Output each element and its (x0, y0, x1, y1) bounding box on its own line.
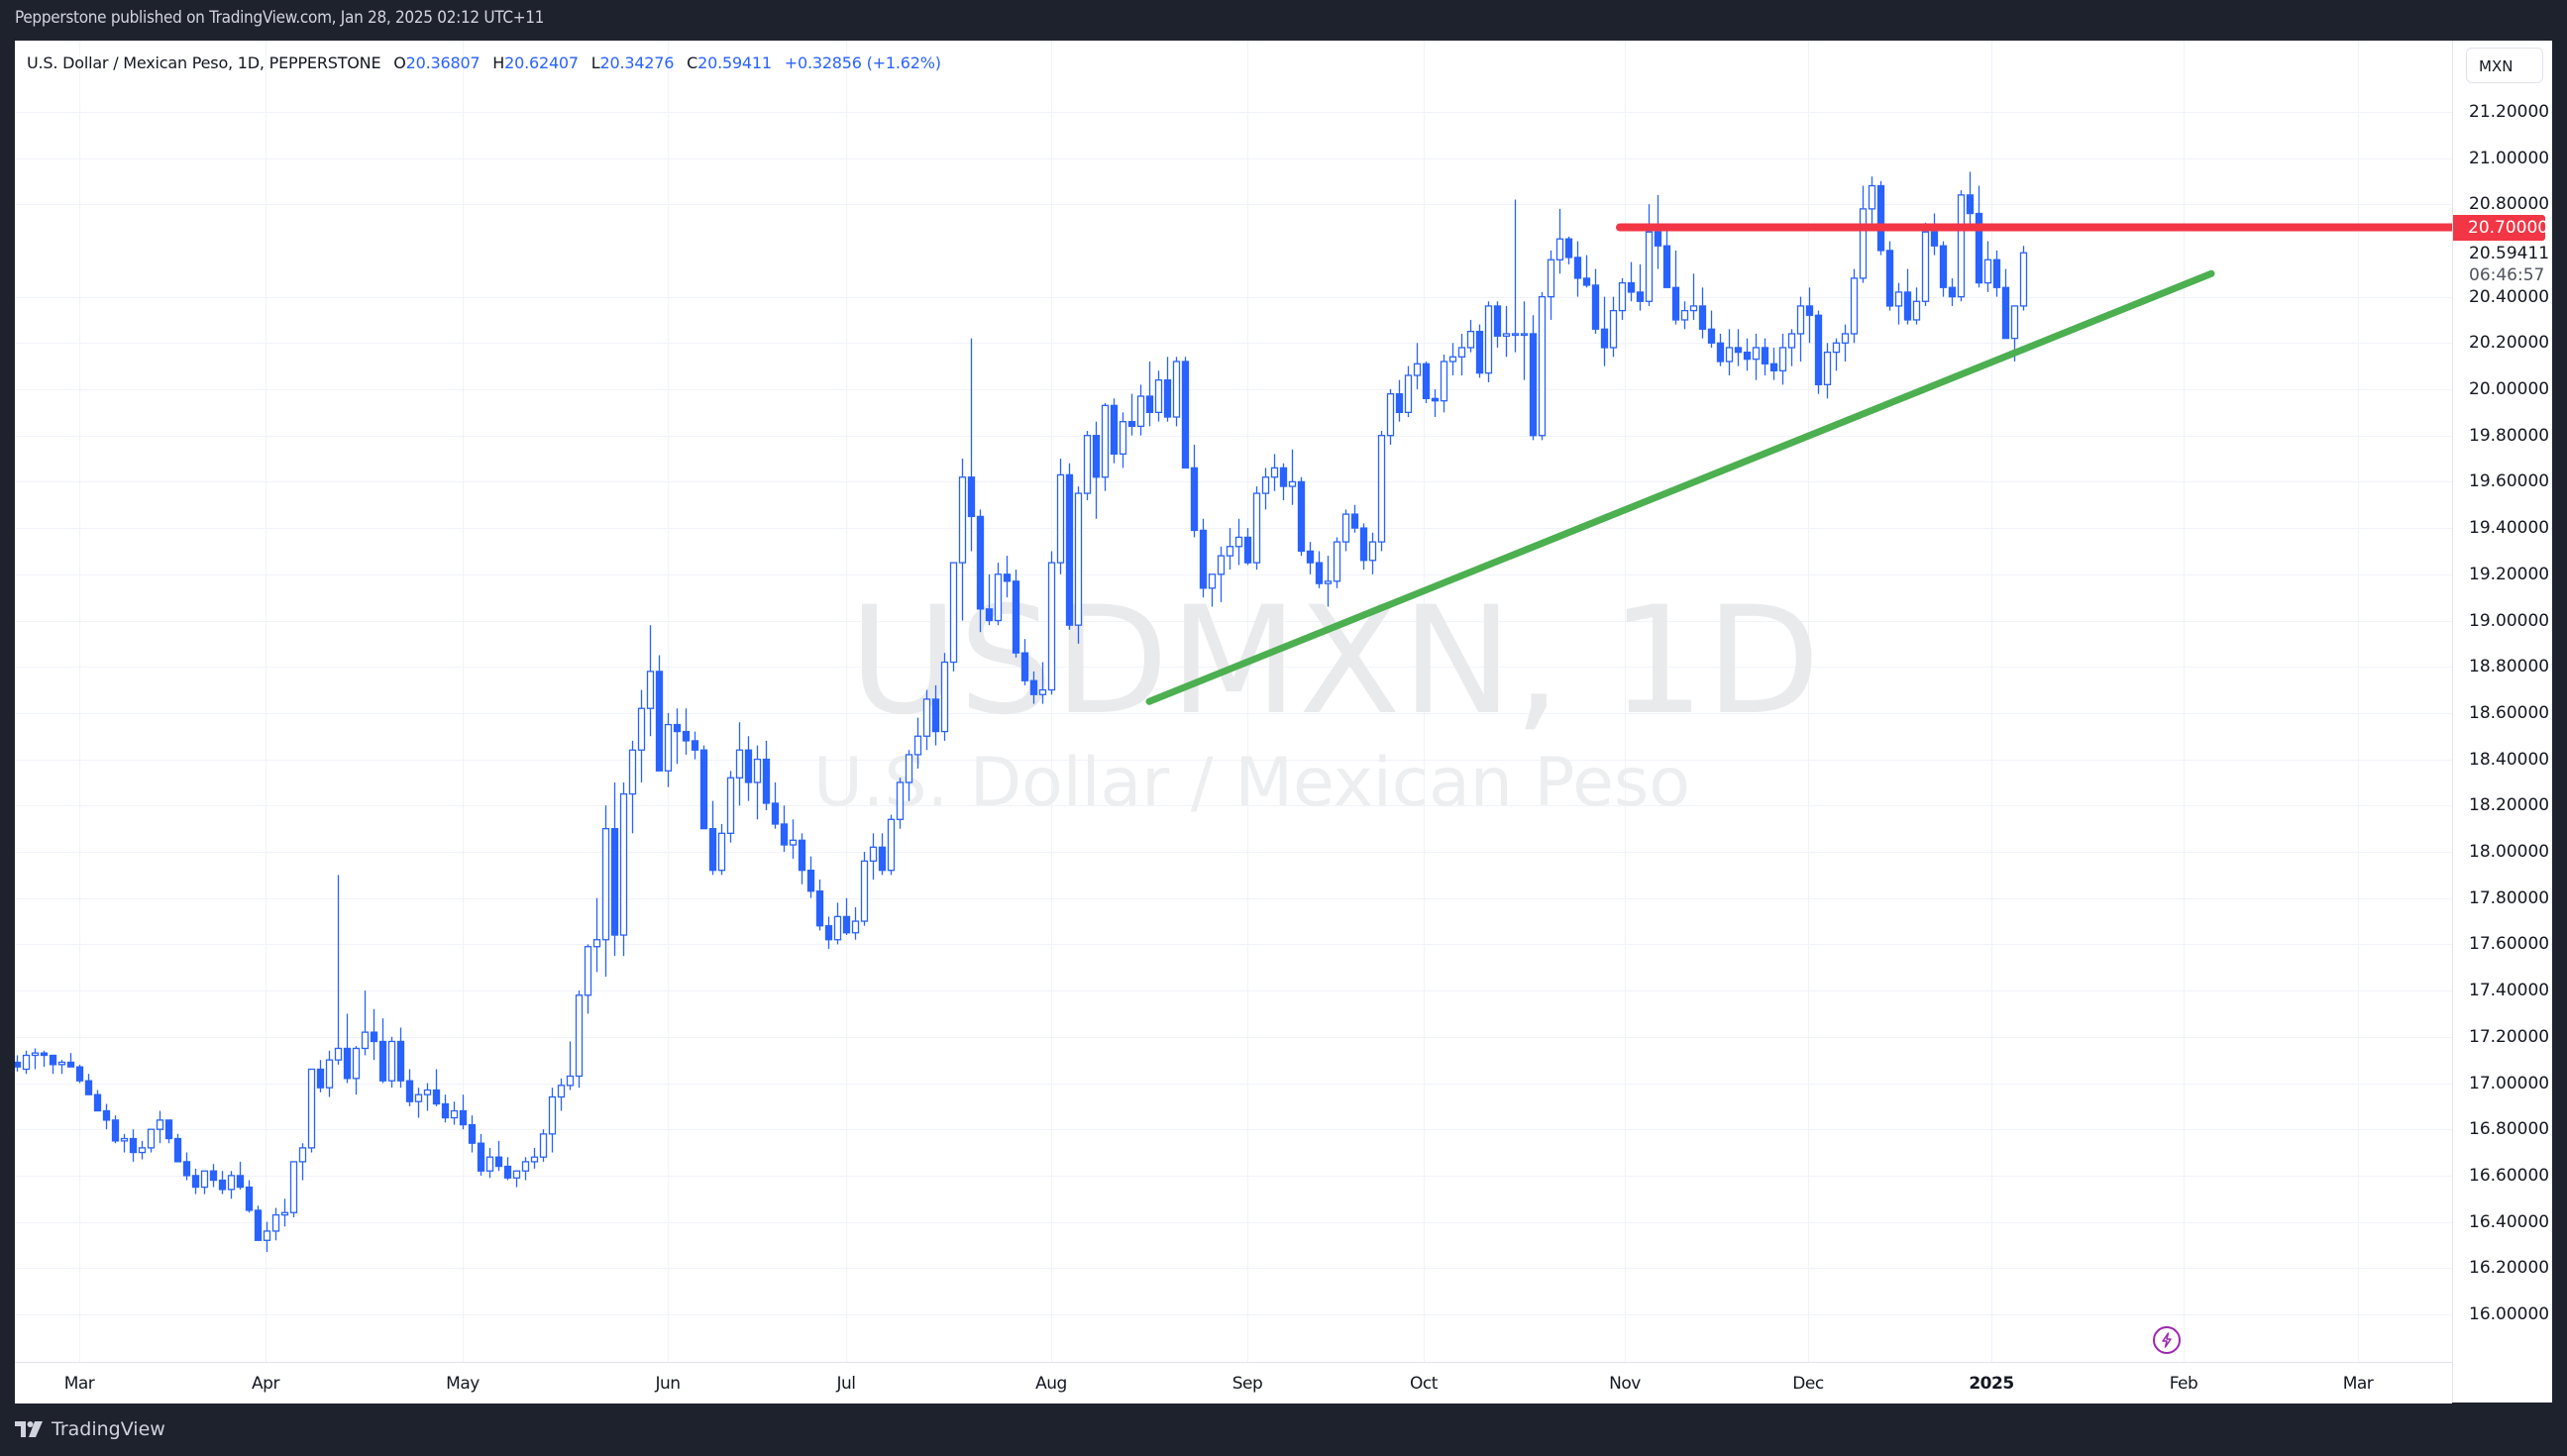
price-tick: 18.20000 (2469, 795, 2550, 816)
price-tick: 20.00000 (2469, 379, 2550, 399)
close-label: C (687, 53, 698, 72)
price-tick: 19.00000 (2469, 610, 2550, 631)
price-tick: 19.20000 (2469, 564, 2550, 584)
symbol-legend[interactable]: U.S. Dollar / Mexican Peso, 1D, PEPPERST… (27, 53, 941, 72)
high-value: 20.62407 (504, 53, 579, 72)
price-tick: 18.00000 (2469, 842, 2550, 862)
currency-button[interactable]: MXN (2466, 48, 2543, 83)
price-tick: 19.60000 (2469, 471, 2550, 492)
price-tick: 16.80000 (2469, 1119, 2550, 1140)
low-label: L (590, 53, 600, 72)
open-value: 20.36807 (405, 53, 481, 72)
price-tick: 18.60000 (2469, 702, 2550, 723)
time-label: Feb (2169, 1374, 2198, 1394)
time-label: 2025 (1969, 1374, 2014, 1394)
chart-plot-area[interactable]: USDMXN, 1D U.S. Dollar / Mexican Peso U.… (15, 41, 2452, 1362)
price-tick: 20.80000 (2469, 194, 2550, 215)
time-label: Oct (1410, 1374, 1438, 1394)
time-label: Apr (252, 1374, 279, 1394)
time-label: Sep (1231, 1374, 1263, 1394)
time-axis[interactable]: Mar Apr May Jun Jul Aug Sep Oct Nov Dec 2025 Feb Mar (15, 1362, 2452, 1404)
time-label: Mar (2342, 1374, 2374, 1394)
tradingview-logo-icon (15, 1421, 43, 1437)
last-price-label: 20.59411 (2469, 244, 2550, 264)
footer-brand[interactable]: TradingView (15, 1414, 165, 1444)
price-tick: 19.40000 (2469, 518, 2550, 539)
price-tick: 17.80000 (2469, 887, 2550, 908)
time-label: Nov (1609, 1374, 1641, 1394)
price-tick: 17.00000 (2469, 1073, 2550, 1093)
close-value: 20.59411 (697, 53, 772, 72)
price-tick: 17.60000 (2469, 934, 2550, 955)
time-label: Mar (63, 1374, 95, 1394)
high-label: H (492, 53, 505, 72)
price-axis[interactable]: MXN 21.20000 21.00000 20.80000 20.40000 20.2… (2452, 41, 2552, 1403)
price-tick: 18.80000 (2469, 657, 2550, 677)
chart-grid (15, 41, 2452, 1362)
price-tick: 18.40000 (2469, 749, 2550, 770)
price-tick: 20.40000 (2469, 286, 2550, 307)
price-tick: 21.20000 (2469, 101, 2550, 122)
publisher-line: Pepperstone published on TradingView.com… (15, 8, 545, 28)
price-tick: 16.00000 (2469, 1304, 2550, 1324)
time-label: Jun (655, 1374, 681, 1394)
symbol-title: U.S. Dollar / Mexican Peso, 1D, PEPPERST… (27, 53, 381, 72)
watermark-description: U.S. Dollar / Mexican Peso (813, 744, 1690, 822)
price-tick: 20.20000 (2469, 333, 2550, 354)
price-tick: 16.40000 (2469, 1211, 2550, 1232)
change-value: +0.32856 (+1.62%) (784, 53, 941, 72)
price-tick: 16.60000 (2469, 1165, 2550, 1186)
time-label: Dec (1792, 1374, 1824, 1394)
price-tick: 17.40000 (2469, 981, 2550, 1001)
price-tick: 21.00000 (2469, 148, 2550, 168)
watermark-symbol: USDMXN, 1D (849, 575, 1822, 748)
horizontal-line-price-badge: 20.70000 (2453, 214, 2548, 241)
bar-countdown: 06:46:57 (2469, 265, 2545, 286)
chart-frame: USDMXN, 1D U.S. Dollar / Mexican Peso U.… (15, 41, 2552, 1404)
price-tick: 17.20000 (2469, 1026, 2550, 1047)
open-label: O (393, 53, 406, 72)
time-label: Aug (1035, 1374, 1067, 1394)
price-tick: 16.20000 (2469, 1258, 2550, 1279)
low-value: 20.34276 (599, 53, 675, 72)
candlestick-series (15, 171, 2452, 1252)
events-lightning-icon[interactable] (2153, 1326, 2181, 1354)
time-label: May (446, 1374, 480, 1394)
price-tick: 19.80000 (2469, 425, 2550, 446)
brand-name: TradingView (52, 1418, 165, 1440)
time-label: Jul (836, 1374, 856, 1394)
